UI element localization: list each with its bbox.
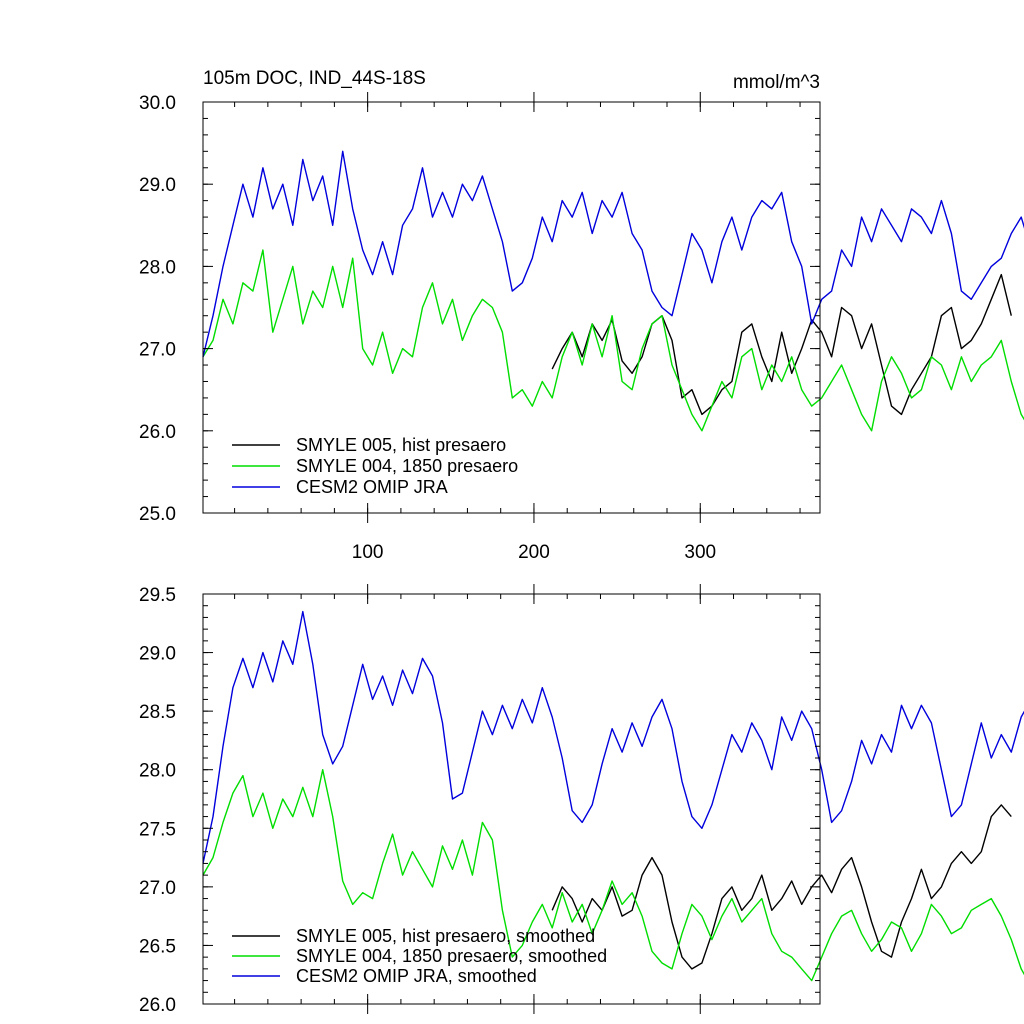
series-line-3 <box>202 610 1024 864</box>
legend-label: SMYLE 005, hist presaero, smoothed <box>296 926 595 946</box>
legend-label: SMYLE 005, hist presaero <box>296 435 506 455</box>
series-line-1 <box>551 273 1012 416</box>
series-line-1 <box>551 804 1012 970</box>
x-tick-label: 100 <box>352 542 384 563</box>
series-line-2 <box>202 249 1024 432</box>
legend-label: CESM2 OMIP JRA <box>296 477 448 497</box>
y-tick-label: 28.5 <box>139 702 176 723</box>
chart-title: 105m DOC, IND_44S-18S <box>203 68 426 89</box>
y-tick-label: 26.5 <box>139 936 176 957</box>
plot-frame-raw <box>202 101 821 514</box>
y-tick-label: 26.0 <box>139 422 176 443</box>
y-tick-label: 29.0 <box>139 175 176 196</box>
plot-frame-smoothed <box>202 593 821 1005</box>
x-tick-label: 300 <box>684 542 716 563</box>
y-tick-label: 25.0 <box>139 504 176 525</box>
panel-raw: 105m DOC, IND_44S-18S mmol/m^3 25.0 26.0 2… <box>139 68 1024 563</box>
legend-label: CESM2 OMIP JRA, smoothed <box>296 966 537 986</box>
y-tick-label: 29.0 <box>139 644 176 665</box>
series-line-3 <box>202 150 1024 357</box>
y-tick-label: 30.0 <box>139 93 176 114</box>
panel-smoothed: 26.0 26.5 27.0 27.5 28.0 28.5 29.0 29.5 SMYLE 0… <box>139 584 1024 1016</box>
series-line-2 <box>202 769 1024 982</box>
y-tick-label: 28.0 <box>139 257 176 278</box>
y-tick-label: 26.0 <box>139 995 176 1016</box>
y-tick-label: 27.5 <box>139 819 176 840</box>
y-tick-label: 29.5 <box>139 585 176 606</box>
legend-label: SMYLE 004, 1850 presaero, smoothed <box>296 946 607 966</box>
y-tick-label: 27.0 <box>139 878 176 899</box>
legend-smoothed: SMYLE 005, hist presaero, smoothedSMYLE … <box>232 926 607 986</box>
y-tick-label: 28.0 <box>139 761 176 782</box>
x-tick-label: 200 <box>518 542 550 563</box>
y-tick-label: 27.0 <box>139 340 176 361</box>
units-label: mmol/m^3 <box>733 72 820 93</box>
legend-label: SMYLE 004, 1850 presaero <box>296 456 518 476</box>
